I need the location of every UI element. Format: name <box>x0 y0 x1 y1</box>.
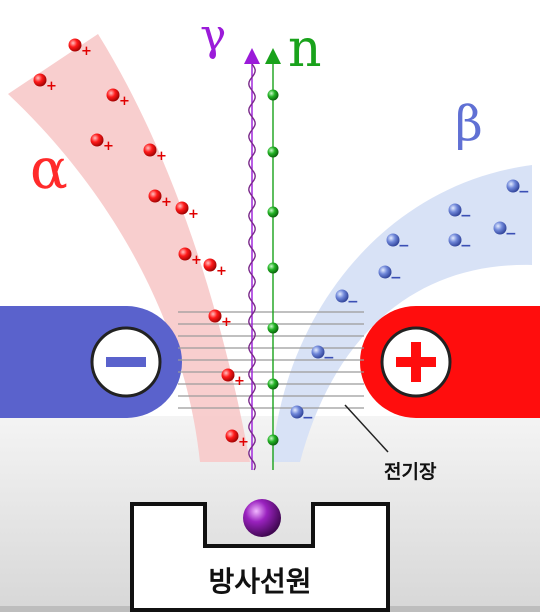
alpha-beam <box>8 34 250 462</box>
gamma-arrowhead <box>244 48 260 64</box>
alpha-charge-sign: + <box>103 139 114 154</box>
source-label: 방사선원 <box>208 565 311 598</box>
beta-charge-sign: − <box>347 294 359 310</box>
alpha-charge-sign: + <box>234 374 245 389</box>
alpha-label: α <box>30 137 68 202</box>
source-container <box>130 502 390 612</box>
alpha-charge-sign: + <box>221 315 232 330</box>
alpha-particle: + <box>68 38 92 59</box>
alpha-particle: + <box>33 73 57 94</box>
alpha-particles: + + + + + + + + + + + + <box>33 38 249 450</box>
beta-particle: − <box>448 233 472 254</box>
alpha-particle: + <box>175 201 199 222</box>
alpha-charge-sign: + <box>216 264 227 279</box>
beta-particle: − <box>506 179 530 200</box>
alpha-particle: + <box>143 143 167 164</box>
electric-field-lines <box>178 311 364 409</box>
beta-particles: − − − − − − − − − <box>290 179 530 426</box>
beta-particle: − <box>448 203 472 224</box>
neutron-particle <box>267 434 279 446</box>
beta-charge-sign: − <box>302 410 314 426</box>
beta-particle: − <box>335 289 359 310</box>
neutron-particle <box>267 262 279 274</box>
beta-particle: − <box>290 405 314 426</box>
positive-plate <box>360 306 540 418</box>
alpha-particle: + <box>208 309 232 330</box>
beta-charge-sign: − <box>398 238 410 254</box>
beta-beam <box>272 165 532 462</box>
neutron-arrowhead <box>265 48 281 64</box>
alpha-particle: + <box>221 368 245 389</box>
beta-particle: − <box>493 221 517 242</box>
neutron-beam <box>265 48 281 470</box>
negative-plate <box>0 306 182 418</box>
gamma-label: γ <box>200 10 226 61</box>
beta-charge-sign: − <box>518 184 530 200</box>
radioactive-sample-icon <box>243 499 281 537</box>
alpha-charge-sign: + <box>188 207 199 222</box>
field-label: 전기장 <box>384 461 437 483</box>
alpha-charge-sign: + <box>46 79 57 94</box>
neutron-particles <box>267 89 279 446</box>
neutron-particle <box>267 89 279 101</box>
field-label-pointer <box>344 404 389 453</box>
alpha-particle: + <box>148 189 172 210</box>
neutron-particle <box>267 206 279 218</box>
beta-charge-sign: − <box>323 350 335 366</box>
beta-particle: − <box>311 345 335 366</box>
neutron-particle <box>267 322 279 334</box>
alpha-particle: + <box>90 133 114 154</box>
beta-particle: − <box>378 265 402 286</box>
neutron-label: n <box>288 19 322 79</box>
alpha-charge-sign: + <box>161 195 172 210</box>
beta-charge-sign: − <box>505 226 517 242</box>
beta-charge-sign: − <box>460 208 472 224</box>
alpha-particle: + <box>106 88 130 109</box>
beta-particle: − <box>386 233 410 254</box>
neutron-particle <box>267 146 279 158</box>
beta-charge-sign: − <box>460 238 472 254</box>
gamma-ray <box>244 48 260 471</box>
alpha-charge-sign: + <box>238 435 249 450</box>
alpha-charge-sign: + <box>119 94 130 109</box>
beta-label: β <box>455 96 483 152</box>
alpha-charge-sign: + <box>191 253 202 268</box>
alpha-charge-sign: + <box>156 149 167 164</box>
alpha-charge-sign: + <box>81 44 92 59</box>
alpha-particle: + <box>225 429 249 450</box>
beta-charge-sign: − <box>390 270 402 286</box>
neutron-particle <box>267 378 279 390</box>
alpha-particle: + <box>178 247 202 268</box>
alpha-particle: + <box>203 258 227 279</box>
